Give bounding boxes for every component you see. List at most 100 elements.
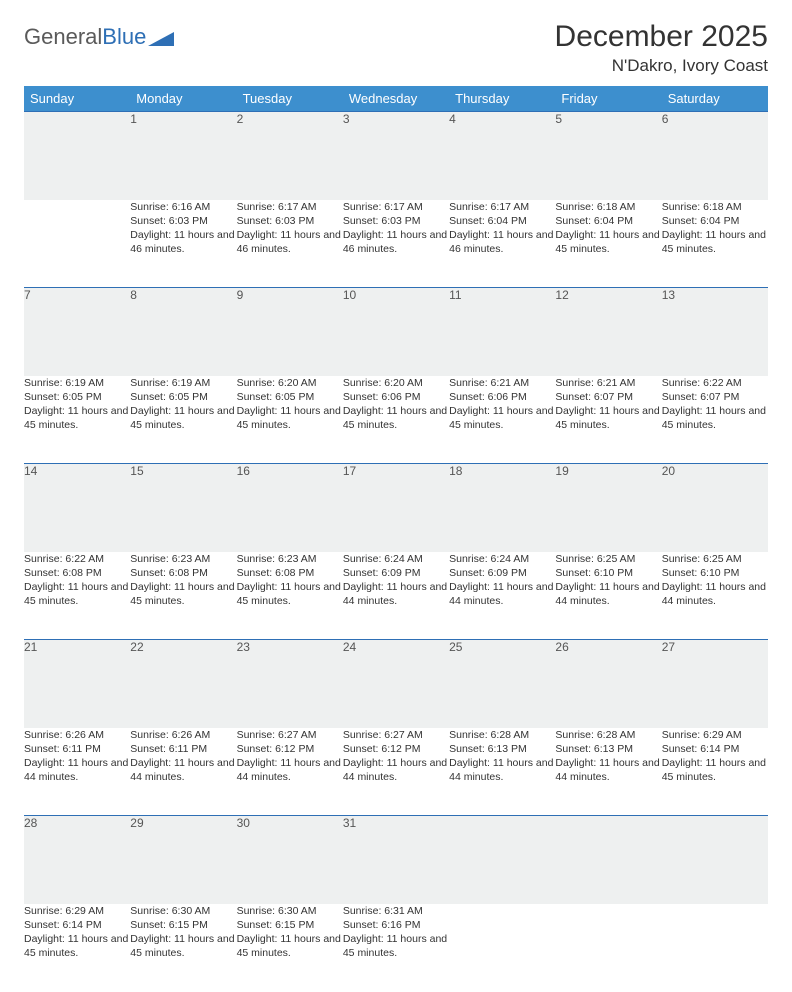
daylight-line: Daylight: 11 hours and 44 minutes. (237, 756, 343, 784)
day-number-cell: 6 (662, 112, 768, 200)
day-content-cell: Sunrise: 6:30 AMSunset: 6:15 PMDaylight:… (237, 904, 343, 992)
weekday-header: Friday (555, 86, 661, 112)
day-content-row: Sunrise: 6:26 AMSunset: 6:11 PMDaylight:… (24, 728, 768, 816)
day-content-cell: Sunrise: 6:21 AMSunset: 6:06 PMDaylight:… (449, 376, 555, 464)
sunrise-line: Sunrise: 6:30 AM (237, 904, 343, 918)
day-content-cell: Sunrise: 6:18 AMSunset: 6:04 PMDaylight:… (662, 200, 768, 288)
day-content-cell: Sunrise: 6:21 AMSunset: 6:07 PMDaylight:… (555, 376, 661, 464)
day-content-cell: Sunrise: 6:20 AMSunset: 6:06 PMDaylight:… (343, 376, 449, 464)
sunset-line: Sunset: 6:09 PM (449, 566, 555, 580)
day-number-cell: 15 (130, 464, 236, 552)
day-number-cell: 13 (662, 288, 768, 376)
sunset-line: Sunset: 6:11 PM (130, 742, 236, 756)
daylight-line: Daylight: 11 hours and 45 minutes. (24, 580, 130, 608)
day-content-cell: Sunrise: 6:20 AMSunset: 6:05 PMDaylight:… (237, 376, 343, 464)
day-number-cell: 16 (237, 464, 343, 552)
day-number-cell: 25 (449, 640, 555, 728)
sunset-line: Sunset: 6:10 PM (555, 566, 661, 580)
day-number-cell: 17 (343, 464, 449, 552)
day-number-cell: 23 (237, 640, 343, 728)
sunrise-line: Sunrise: 6:20 AM (237, 376, 343, 390)
day-content-cell: Sunrise: 6:28 AMSunset: 6:13 PMDaylight:… (449, 728, 555, 816)
day-number-cell (24, 112, 130, 200)
weekday-header: Tuesday (237, 86, 343, 112)
sunrise-line: Sunrise: 6:23 AM (237, 552, 343, 566)
daylight-line: Daylight: 11 hours and 45 minutes. (237, 404, 343, 432)
calendar-table: Sunday Monday Tuesday Wednesday Thursday… (24, 86, 768, 992)
day-content-cell: Sunrise: 6:17 AMSunset: 6:04 PMDaylight:… (449, 200, 555, 288)
day-content-cell: Sunrise: 6:26 AMSunset: 6:11 PMDaylight:… (130, 728, 236, 816)
daylight-line: Daylight: 11 hours and 46 minutes. (237, 228, 343, 256)
sunset-line: Sunset: 6:14 PM (24, 918, 130, 932)
day-content-cell: Sunrise: 6:24 AMSunset: 6:09 PMDaylight:… (449, 552, 555, 640)
sunset-line: Sunset: 6:08 PM (130, 566, 236, 580)
day-content-cell (555, 904, 661, 992)
day-content-row: Sunrise: 6:16 AMSunset: 6:03 PMDaylight:… (24, 200, 768, 288)
day-content-cell: Sunrise: 6:18 AMSunset: 6:04 PMDaylight:… (555, 200, 661, 288)
day-number-cell: 4 (449, 112, 555, 200)
daylight-line: Daylight: 11 hours and 45 minutes. (130, 932, 236, 960)
sunrise-line: Sunrise: 6:21 AM (449, 376, 555, 390)
day-number-row: 21222324252627 (24, 640, 768, 728)
day-content-row: Sunrise: 6:22 AMSunset: 6:08 PMDaylight:… (24, 552, 768, 640)
daylight-line: Daylight: 11 hours and 45 minutes. (343, 404, 449, 432)
daylight-line: Daylight: 11 hours and 44 minutes. (449, 756, 555, 784)
daylight-line: Daylight: 11 hours and 45 minutes. (662, 756, 768, 784)
sunset-line: Sunset: 6:07 PM (555, 390, 661, 404)
daylight-line: Daylight: 11 hours and 44 minutes. (343, 756, 449, 784)
day-content-cell: Sunrise: 6:26 AMSunset: 6:11 PMDaylight:… (24, 728, 130, 816)
sunrise-line: Sunrise: 6:19 AM (130, 376, 236, 390)
daylight-line: Daylight: 11 hours and 46 minutes. (343, 228, 449, 256)
sunrise-line: Sunrise: 6:29 AM (662, 728, 768, 742)
sunset-line: Sunset: 6:13 PM (555, 742, 661, 756)
day-content-cell: Sunrise: 6:27 AMSunset: 6:12 PMDaylight:… (237, 728, 343, 816)
daylight-line: Daylight: 11 hours and 45 minutes. (237, 932, 343, 960)
sunrise-line: Sunrise: 6:19 AM (24, 376, 130, 390)
sunrise-line: Sunrise: 6:23 AM (130, 552, 236, 566)
sunset-line: Sunset: 6:15 PM (130, 918, 236, 932)
day-content-cell (24, 200, 130, 288)
daylight-line: Daylight: 11 hours and 44 minutes. (555, 580, 661, 608)
day-number-cell: 24 (343, 640, 449, 728)
sunrise-line: Sunrise: 6:27 AM (237, 728, 343, 742)
daylight-line: Daylight: 11 hours and 45 minutes. (24, 932, 130, 960)
weekday-header-row: Sunday Monday Tuesday Wednesday Thursday… (24, 86, 768, 112)
sunrise-line: Sunrise: 6:17 AM (237, 200, 343, 214)
weekday-header: Saturday (662, 86, 768, 112)
page-subtitle: N'Dakro, Ivory Coast (24, 56, 768, 76)
day-content-row: Sunrise: 6:19 AMSunset: 6:05 PMDaylight:… (24, 376, 768, 464)
sunset-line: Sunset: 6:05 PM (130, 390, 236, 404)
daylight-line: Daylight: 11 hours and 45 minutes. (449, 404, 555, 432)
day-number-row: 78910111213 (24, 288, 768, 376)
day-content-cell: Sunrise: 6:29 AMSunset: 6:14 PMDaylight:… (662, 728, 768, 816)
sunset-line: Sunset: 6:08 PM (237, 566, 343, 580)
sunrise-line: Sunrise: 6:21 AM (555, 376, 661, 390)
daylight-line: Daylight: 11 hours and 44 minutes. (449, 580, 555, 608)
sunset-line: Sunset: 6:03 PM (130, 214, 236, 228)
day-number-cell: 2 (237, 112, 343, 200)
sunset-line: Sunset: 6:10 PM (662, 566, 768, 580)
day-number-cell: 30 (237, 816, 343, 904)
day-content-cell: Sunrise: 6:17 AMSunset: 6:03 PMDaylight:… (237, 200, 343, 288)
sunrise-line: Sunrise: 6:20 AM (343, 376, 449, 390)
sunset-line: Sunset: 6:07 PM (662, 390, 768, 404)
sunrise-line: Sunrise: 6:16 AM (130, 200, 236, 214)
day-number-cell (449, 816, 555, 904)
day-number-cell: 22 (130, 640, 236, 728)
sunset-line: Sunset: 6:06 PM (449, 390, 555, 404)
sunrise-line: Sunrise: 6:31 AM (343, 904, 449, 918)
day-number-cell: 28 (24, 816, 130, 904)
sunset-line: Sunset: 6:13 PM (449, 742, 555, 756)
day-number-cell: 29 (130, 816, 236, 904)
brand-triangle-icon (148, 28, 174, 46)
sunset-line: Sunset: 6:06 PM (343, 390, 449, 404)
sunset-line: Sunset: 6:15 PM (237, 918, 343, 932)
day-number-cell: 9 (237, 288, 343, 376)
day-content-cell: Sunrise: 6:22 AMSunset: 6:07 PMDaylight:… (662, 376, 768, 464)
sunset-line: Sunset: 6:04 PM (555, 214, 661, 228)
day-content-cell: Sunrise: 6:23 AMSunset: 6:08 PMDaylight:… (130, 552, 236, 640)
day-content-cell: Sunrise: 6:27 AMSunset: 6:12 PMDaylight:… (343, 728, 449, 816)
sunset-line: Sunset: 6:05 PM (24, 390, 130, 404)
sunset-line: Sunset: 6:04 PM (662, 214, 768, 228)
daylight-line: Daylight: 11 hours and 45 minutes. (130, 580, 236, 608)
